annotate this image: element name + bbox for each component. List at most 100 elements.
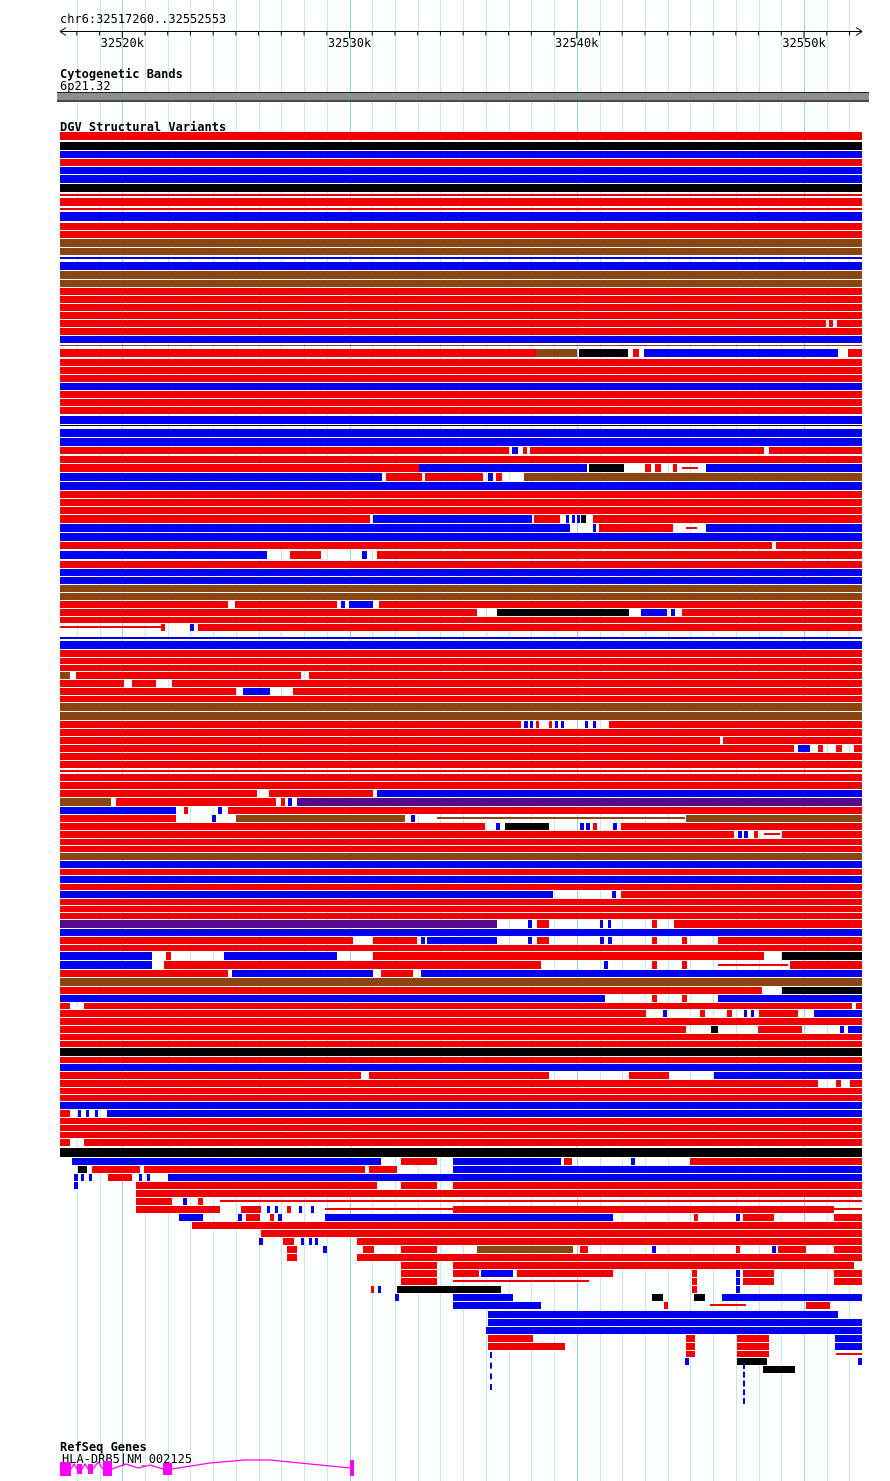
variant-bar[interactable]: [682, 467, 699, 469]
variant-bar[interactable]: [132, 680, 157, 687]
variant-bar[interactable]: [77, 1110, 81, 1117]
variant-bar[interactable]: [566, 515, 570, 523]
variant-bar[interactable]: [60, 815, 177, 822]
variant-bar[interactable]: [60, 637, 862, 639]
variant-bar[interactable]: [579, 1246, 588, 1253]
variant-bar[interactable]: [60, 641, 862, 649]
variant-bar[interactable]: [85, 1110, 89, 1117]
variant-bar[interactable]: [420, 937, 425, 944]
variant-bar[interactable]: [60, 438, 862, 446]
variant-bar[interactable]: [736, 1358, 768, 1365]
variant-bar[interactable]: [744, 831, 749, 838]
variant-bar[interactable]: [495, 473, 502, 481]
variant-bar[interactable]: [60, 761, 862, 768]
variant-bar[interactable]: [60, 1132, 862, 1138]
variant-bar[interactable]: [453, 1294, 514, 1301]
variant-bar[interactable]: [530, 447, 765, 454]
variant-bar[interactable]: [60, 1139, 70, 1146]
variant-bar[interactable]: [537, 937, 550, 944]
variant-bar[interactable]: [777, 1246, 806, 1253]
variant-bar[interactable]: [839, 1026, 844, 1033]
variant-bar[interactable]: [60, 577, 862, 584]
variant-bar[interactable]: [60, 447, 510, 454]
variant-bar[interactable]: [60, 194, 862, 196]
variant-bar[interactable]: [60, 212, 862, 221]
variant-bar[interactable]: [60, 680, 125, 687]
variant-bar[interactable]: [631, 1158, 635, 1165]
variant-bar[interactable]: [238, 1214, 242, 1221]
variant-dashed-extension[interactable]: [742, 1363, 745, 1404]
variant-bar[interactable]: [571, 515, 575, 523]
variant-bar[interactable]: [60, 906, 862, 912]
variant-bar[interactable]: [781, 952, 862, 960]
variant-bar[interactable]: [292, 688, 862, 695]
variant-bar[interactable]: [220, 1200, 862, 1202]
variant-bar[interactable]: [607, 920, 611, 928]
variant-bar[interactable]: [60, 658, 862, 664]
variant-bar[interactable]: [603, 961, 608, 969]
variant-bar[interactable]: [495, 823, 500, 830]
variant-bar[interactable]: [834, 1343, 862, 1350]
variant-bar[interactable]: [60, 1080, 818, 1087]
variant-bar[interactable]: [453, 1262, 854, 1269]
variant-bar[interactable]: [228, 807, 862, 814]
variant-bar[interactable]: [60, 198, 862, 206]
variant-bar[interactable]: [60, 248, 862, 255]
variant-bar[interactable]: [717, 937, 862, 944]
variant-bar[interactable]: [386, 473, 423, 481]
variant-bar[interactable]: [60, 790, 257, 797]
variant-bar[interactable]: [136, 1206, 221, 1213]
variant-bar[interactable]: [311, 1206, 315, 1213]
variant-bar[interactable]: [60, 696, 862, 702]
variant-bar[interactable]: [287, 1206, 291, 1213]
variant-bar[interactable]: [60, 1102, 862, 1109]
variant-bar[interactable]: [598, 524, 674, 532]
variant-bar[interactable]: [60, 142, 862, 150]
variant-bar[interactable]: [488, 1343, 566, 1350]
variant-bar[interactable]: [693, 1294, 705, 1301]
variant-bar[interactable]: [717, 995, 862, 1002]
variant-bar[interactable]: [60, 542, 773, 549]
variant-bar[interactable]: [535, 349, 578, 357]
exon-box[interactable]: [163, 1463, 172, 1475]
variant-bar[interactable]: [368, 1166, 397, 1173]
variant-bar[interactable]: [164, 961, 542, 969]
variant-bar[interactable]: [60, 937, 353, 944]
variant-bar[interactable]: [527, 937, 532, 944]
variant-bar[interactable]: [60, 416, 862, 424]
variant-bar[interactable]: [274, 1206, 279, 1213]
variant-bar[interactable]: [613, 823, 617, 830]
variant-bar[interactable]: [736, 1351, 769, 1357]
variant-bar[interactable]: [60, 349, 536, 357]
variant-bar[interactable]: [685, 1335, 696, 1342]
exon-box[interactable]: [60, 1462, 71, 1476]
variant-bar[interactable]: [224, 952, 337, 960]
variant-bar[interactable]: [477, 1246, 574, 1253]
variant-bar[interactable]: [178, 1214, 203, 1221]
variant-bar[interactable]: [60, 456, 862, 463]
variant-bar[interactable]: [834, 1335, 862, 1342]
variant-bar[interactable]: [299, 1206, 303, 1213]
variant-bar[interactable]: [727, 1010, 733, 1017]
variant-bar[interactable]: [60, 913, 862, 919]
variant-bar[interactable]: [737, 831, 742, 838]
variant-bar[interactable]: [376, 790, 862, 797]
variant-bar[interactable]: [453, 1280, 590, 1282]
variant-bar[interactable]: [74, 1174, 78, 1181]
variant-bar[interactable]: [651, 1294, 664, 1301]
variant-bar[interactable]: [833, 1278, 862, 1285]
variant-bar[interactable]: [692, 1278, 697, 1285]
variant-bar[interactable]: [692, 1270, 697, 1277]
variant-bar[interactable]: [60, 609, 477, 616]
variant-bar[interactable]: [60, 1018, 862, 1025]
variant-bar[interactable]: [60, 561, 862, 568]
variant-bar[interactable]: [368, 1072, 550, 1079]
variant-bar[interactable]: [146, 1174, 150, 1181]
variant-bar[interactable]: [60, 665, 862, 671]
variant-bar[interactable]: [651, 995, 657, 1002]
variant-bar[interactable]: [60, 798, 111, 806]
variant-bar[interactable]: [324, 1214, 614, 1221]
variant-bar[interactable]: [88, 1174, 93, 1181]
variant-bar[interactable]: [60, 876, 862, 883]
variant-bar[interactable]: [789, 961, 862, 969]
